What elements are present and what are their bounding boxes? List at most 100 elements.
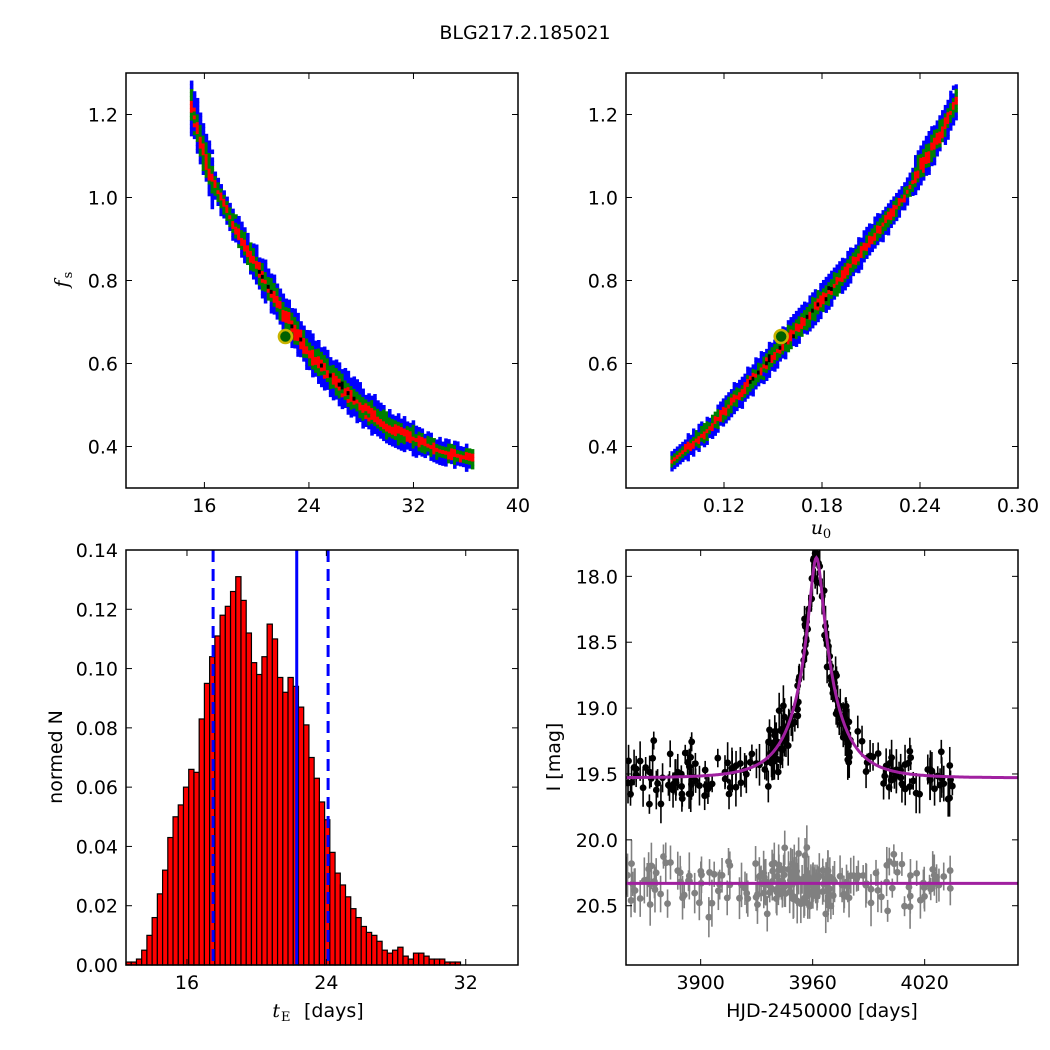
histogram-bar bbox=[266, 623, 273, 966]
heatmap-cell bbox=[414, 445, 419, 450]
heatmap-cell bbox=[228, 210, 232, 216]
data-point bbox=[854, 727, 862, 735]
heatmap-cell bbox=[849, 259, 853, 264]
heatmap-cell bbox=[705, 420, 709, 426]
heatmap-cell bbox=[248, 246, 253, 251]
heatmap-cell bbox=[219, 184, 223, 189]
heatmap-cell bbox=[322, 370, 327, 375]
heatmap-cell bbox=[355, 398, 360, 404]
heatmap-cell bbox=[897, 205, 902, 210]
heatmap-cell bbox=[946, 135, 950, 140]
heatmap-cell bbox=[873, 220, 877, 226]
heatmap-cell bbox=[325, 377, 330, 382]
y-tick-label: 0.04 bbox=[76, 836, 118, 858]
heatmap-cell bbox=[189, 131, 194, 137]
heatmap-cell bbox=[895, 192, 899, 198]
heatmap-cell bbox=[908, 180, 912, 186]
heatmap-cell bbox=[331, 372, 336, 377]
residual-point bbox=[769, 867, 777, 875]
residual-point bbox=[840, 892, 848, 900]
heatmap-cell bbox=[697, 447, 701, 452]
heatmap-cell bbox=[738, 383, 742, 389]
heatmap-cell bbox=[231, 216, 235, 222]
heatmap-cell bbox=[207, 191, 212, 197]
heatmap-cell bbox=[453, 464, 457, 469]
heatmap-cell bbox=[827, 273, 831, 279]
heatmap-cell bbox=[800, 312, 804, 318]
heatmap-cell bbox=[835, 264, 839, 270]
heatmap-cell bbox=[287, 303, 291, 309]
heatmap-cell bbox=[762, 351, 766, 357]
heatmap-cell bbox=[911, 167, 915, 173]
heatmap-cell bbox=[402, 423, 407, 429]
heatmap-cell bbox=[805, 302, 810, 307]
heatmap-cell bbox=[364, 414, 368, 420]
heatmap-cell bbox=[373, 397, 377, 403]
heatmap-cell bbox=[370, 399, 374, 405]
heatmap-cell bbox=[254, 276, 259, 281]
heatmap-cell bbox=[792, 313, 796, 319]
heatmap-cell bbox=[767, 345, 772, 351]
heatmap-cell bbox=[272, 310, 277, 315]
heatmap-cell bbox=[913, 190, 918, 196]
heatmap-cell bbox=[296, 340, 300, 345]
heatmap-cell bbox=[794, 342, 799, 347]
heatmap-cell bbox=[789, 321, 793, 326]
data-point bbox=[881, 772, 889, 780]
heatmap-cell bbox=[346, 398, 351, 403]
heatmap-cell bbox=[792, 321, 796, 327]
heatmap-cell bbox=[331, 387, 336, 393]
heatmap-cell bbox=[337, 362, 342, 367]
heatmap-cell bbox=[797, 335, 801, 340]
heatmap-cell bbox=[816, 301, 820, 307]
heatmap-cell bbox=[849, 271, 853, 276]
data-point bbox=[632, 765, 640, 773]
histogram-bar bbox=[167, 836, 174, 966]
heatmap-cell bbox=[900, 205, 904, 211]
heatmap-cell bbox=[803, 325, 807, 330]
heatmap-cell bbox=[895, 196, 899, 202]
data-point bbox=[732, 783, 740, 791]
y-axis-label-subscript: s bbox=[61, 272, 76, 279]
heatmap-cell bbox=[201, 131, 206, 136]
heatmap-cell bbox=[370, 431, 374, 436]
heatmap-cell bbox=[450, 451, 454, 457]
heatmap-cell bbox=[932, 137, 937, 142]
heatmap-cell bbox=[346, 406, 351, 411]
heatmap-cell bbox=[919, 180, 923, 186]
heatmap-cell bbox=[913, 182, 918, 188]
heatmap-cell bbox=[231, 220, 235, 226]
heatmap-cell bbox=[189, 104, 194, 109]
heatmap-cell bbox=[681, 445, 685, 451]
histogram-bar bbox=[203, 682, 211, 966]
heatmap-cell bbox=[775, 364, 780, 369]
heatmap-cell bbox=[426, 443, 430, 448]
heatmap-cell bbox=[843, 266, 847, 271]
heatmap-cell bbox=[805, 322, 810, 327]
residual-point bbox=[819, 888, 827, 896]
heatmap-cell bbox=[414, 437, 419, 443]
heatmap-cell bbox=[729, 396, 734, 402]
heatmap-cell bbox=[260, 293, 265, 299]
residual-point bbox=[898, 860, 906, 868]
heatmap-cell bbox=[951, 105, 956, 110]
heatmap-cell bbox=[201, 138, 206, 144]
heatmap-cell bbox=[263, 267, 268, 272]
heatmap-cell bbox=[867, 243, 872, 248]
data-point bbox=[761, 766, 769, 773]
heatmap-cell bbox=[414, 441, 419, 446]
heatmap-cell bbox=[746, 382, 750, 387]
heatmap-cell bbox=[429, 432, 433, 438]
heatmap-cell bbox=[246, 240, 250, 246]
heatmap-cell bbox=[938, 142, 942, 148]
histogram-bar bbox=[433, 958, 441, 966]
heatmap-cell bbox=[361, 388, 365, 394]
heatmap-cell bbox=[450, 455, 454, 461]
heatmap-cell bbox=[859, 257, 864, 262]
heatmap-cell bbox=[884, 218, 888, 224]
heatmap-cell bbox=[740, 376, 745, 382]
heatmap-cell bbox=[266, 268, 271, 274]
heatmap-cell bbox=[464, 459, 469, 464]
heatmap-cell bbox=[216, 193, 221, 199]
heatmap-cell bbox=[759, 359, 764, 364]
